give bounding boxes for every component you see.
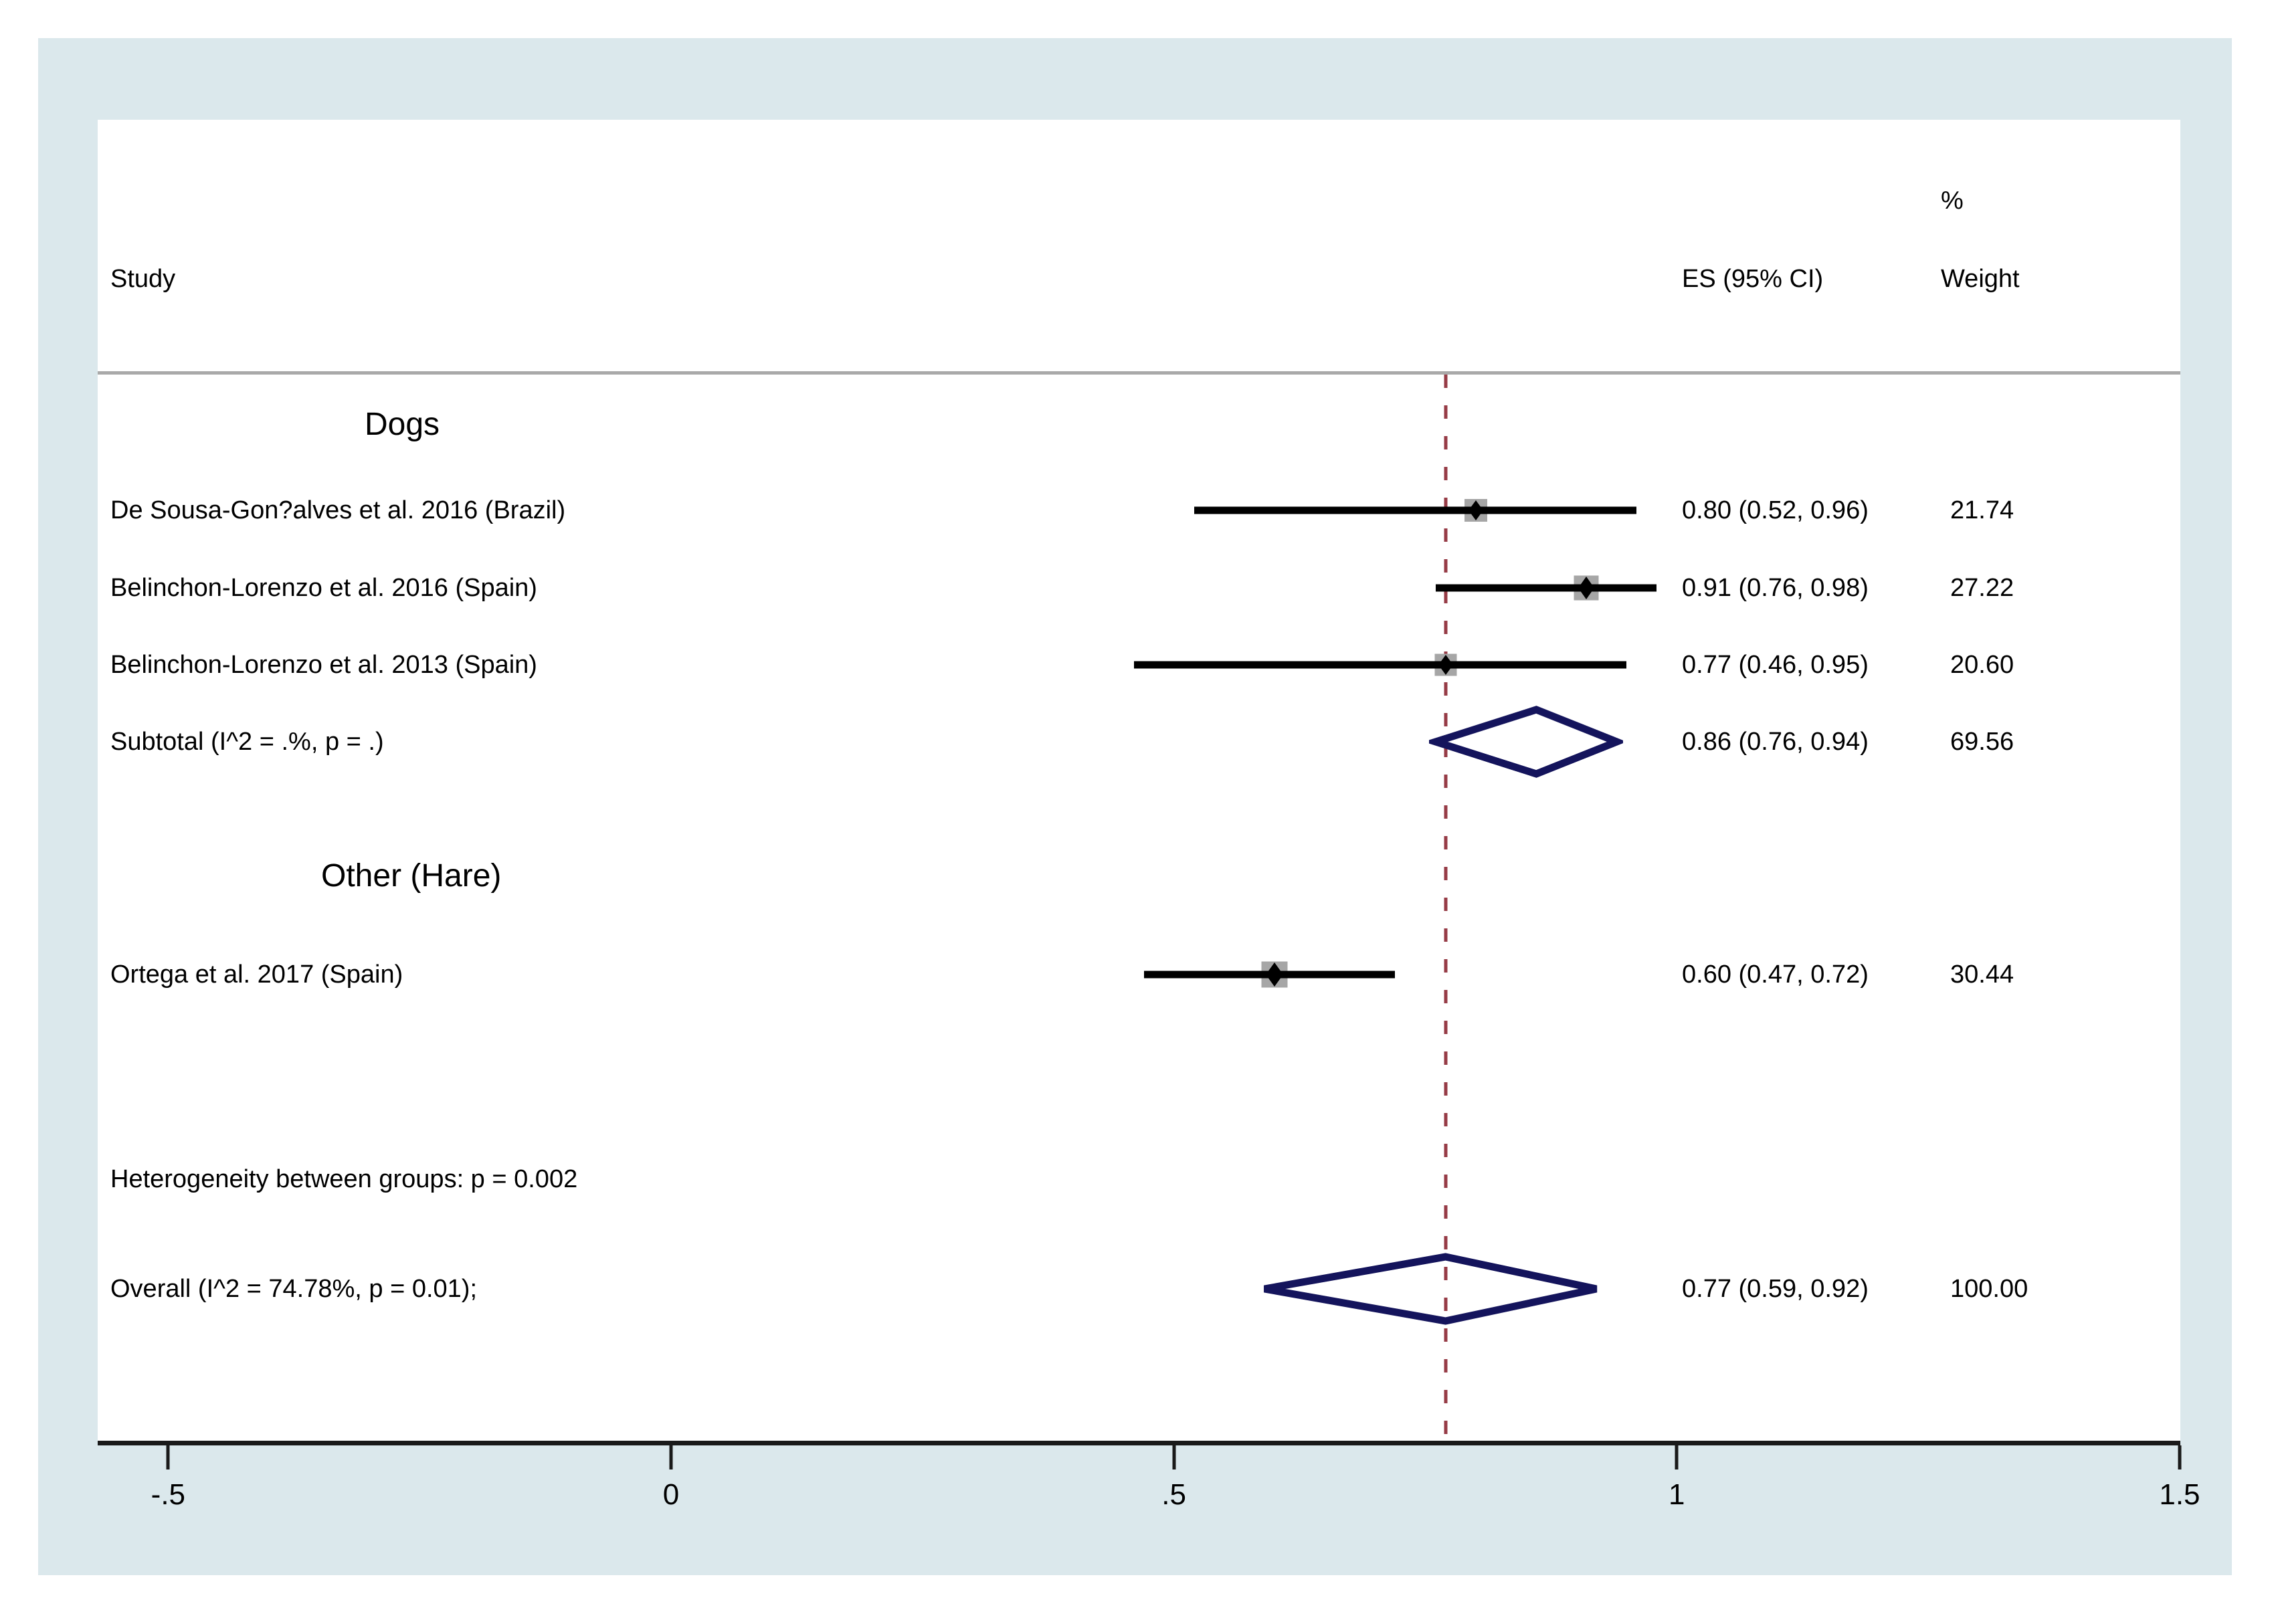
row-label: Belinchon-Lorenzo et al. 2016 (Spain) [110,574,537,602]
row-label: Ortega et al. 2017 (Spain) [110,960,403,989]
es-ci-value: 0.91 (0.76, 0.98) [1682,574,1869,602]
row-label: De Sousa-Gon?alves et al. 2016 (Brazil) [110,496,566,524]
pooled-diamond [1423,703,1626,784]
point-estimate-diamond [1468,500,1483,524]
weight-value: 27.22 [1950,574,2014,602]
es-ci-value: 0.77 (0.59, 0.92) [1682,1275,1869,1303]
row-label: Overall (I^2 = 74.78%, p = 0.01); [110,1275,478,1303]
x-axis-tick-label: .5 [1161,1478,1186,1511]
plot-area [98,120,2180,1441]
reference-dashed-line [1444,375,1448,1441]
x-axis-tick [1675,1445,1679,1469]
weight-value: 21.74 [1950,496,2014,524]
weight-value: 20.60 [1950,651,2014,679]
x-axis-tick [1172,1445,1176,1469]
x-axis-tick [669,1445,673,1469]
es-ci-value: 0.86 (0.76, 0.94) [1682,728,1869,756]
column-header-percent: % [1941,187,1964,215]
x-axis-tick [2178,1445,2182,1469]
weight-value: 30.44 [1950,960,2014,989]
es-ci-value: 0.80 (0.52, 0.96) [1682,496,1869,524]
x-axis-line [98,1441,2180,1445]
pooled-diamond [1258,1250,1603,1331]
es-ci-value: 0.60 (0.47, 0.72) [1682,960,1869,989]
weight-value: 100.00 [1950,1275,2028,1303]
weight-value: 69.56 [1950,728,2014,756]
header-separator-line [98,371,2180,375]
x-axis-tick-label: -.5 [151,1478,186,1511]
row-label: Belinchon-Lorenzo et al. 2013 (Spain) [110,651,537,679]
ci-line [1435,584,1657,592]
point-estimate-diamond [1265,962,1283,990]
column-header-weight: Weight [1941,265,2020,293]
x-axis-tick-label: 1 [1669,1478,1685,1511]
point-estimate-diamond [1438,655,1453,678]
note-label: Heterogeneity between groups: p = 0.002 [110,1165,578,1193]
row-label: Subtotal (I^2 = .%, p = .) [110,728,384,756]
es-ci-value: 0.77 (0.46, 0.95) [1682,651,1869,679]
point-estimate-diamond [1578,577,1594,603]
ci-line [1133,661,1627,669]
column-header-es-ci: ES (95% CI) [1682,265,1824,293]
column-header-study: Study [110,265,176,293]
x-axis-tick-label: 0 [662,1478,680,1511]
x-axis-tick-label: 1.5 [2159,1478,2200,1511]
x-axis-tick [166,1445,170,1469]
group-label: Dogs [365,407,440,442]
group-label: Other (Hare) [321,858,502,894]
ci-line [1194,506,1637,514]
